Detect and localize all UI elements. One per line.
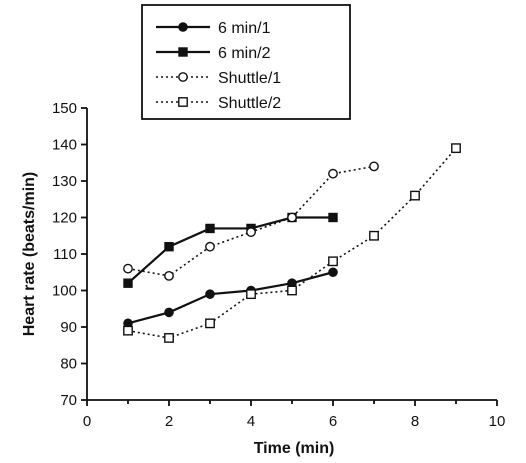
y-tick-label-90: 90	[60, 319, 77, 336]
data-point-shuttle-2-2	[164, 333, 174, 343]
y-tick-label-140: 140	[52, 137, 77, 154]
y-tick-label-120: 120	[52, 210, 77, 227]
x-tick-label-2: 2	[165, 413, 173, 430]
y-tick-label-110: 110	[53, 246, 77, 263]
x-tick-label-10: 10	[489, 413, 506, 430]
legend-label-6-min-1: 6 min/1	[218, 20, 271, 37]
y-tick-label-150: 150	[52, 100, 77, 117]
data-point-shuttle-1-1	[123, 263, 133, 274]
series-6-min-2	[123, 212, 338, 288]
data-point-shuttle-2-5	[287, 285, 297, 296]
data-point-6-min-1-6	[328, 267, 338, 278]
y-tick-label-70: 70	[60, 392, 77, 409]
legend-marker-6-min-1	[178, 22, 188, 32]
legend-item-shuttle-2: Shuttle/2	[156, 95, 281, 112]
series-shuttle-1	[123, 161, 379, 281]
data-point-shuttle-1-6	[328, 168, 338, 179]
data-point-6-min-2-1	[123, 278, 133, 288]
y-tick-label-80: 80	[60, 356, 77, 373]
data-point-6-min-1-2	[164, 307, 174, 318]
data-point-shuttle-2-6	[328, 256, 338, 267]
x-tick-label-0: 0	[83, 413, 91, 430]
data-point-6-min-1-3	[205, 289, 215, 299]
data-point-6-min-2-2	[164, 242, 174, 252]
data-point-6-min-2-3	[205, 223, 215, 234]
x-tick-label-6: 6	[329, 413, 337, 430]
data-point-shuttle-1-7	[369, 161, 379, 172]
data-point-shuttle-1-5	[287, 212, 297, 223]
x-axis-title: Time (min)	[254, 440, 335, 457]
plot-area	[123, 143, 461, 343]
data-point-shuttle-2-1	[123, 325, 133, 336]
data-point-shuttle-2-8	[410, 190, 420, 201]
legend-marker-shuttle-1	[178, 72, 188, 82]
data-point-shuttle-2-9	[451, 143, 461, 154]
series-shuttle-2	[123, 143, 461, 343]
legend-label-6-min-2: 6 min/2	[218, 45, 271, 62]
x-tick-label-4: 4	[247, 413, 255, 430]
series-line-6-min-1	[127, 271, 334, 325]
legend-label-shuttle-1: Shuttle/1	[218, 70, 281, 87]
series-line-6-min-2	[127, 216, 333, 285]
legend-marker-shuttle-2	[178, 97, 188, 107]
x-tick-label-8: 8	[411, 413, 419, 430]
data-point-shuttle-1-4	[246, 227, 256, 238]
y-tick-label-130: 130	[52, 173, 77, 190]
data-point-shuttle-2-3	[205, 318, 215, 329]
legend: 6 min/1 6 min/2 Shuttle/1 Shuttle/2	[141, 4, 351, 120]
legend-item-shuttle-1: Shuttle/1	[156, 70, 281, 87]
legend-box	[141, 4, 351, 120]
legend-label-shuttle-2: Shuttle/2	[218, 95, 281, 112]
y-axis-title: Heart rate (beats/min)	[21, 172, 38, 337]
data-point-shuttle-2-4	[246, 289, 256, 300]
legend-marker-6-min-2	[178, 47, 188, 57]
data-point-shuttle-1-3	[205, 241, 215, 252]
legend-item-6-min-2: 6 min/2	[156, 45, 271, 62]
data-point-6-min-2-6	[328, 212, 338, 223]
data-point-shuttle-2-7	[369, 230, 379, 241]
axes: 70 80 90 100 110 120 130 140 150 0 2 4 6 8 10	[52, 100, 505, 430]
data-point-shuttle-1-2	[164, 270, 174, 281]
y-tick-label-100: 100	[52, 283, 77, 300]
legend-item-6-min-1: 6 min/1	[156, 20, 271, 37]
series-6-min-1	[123, 267, 338, 329]
